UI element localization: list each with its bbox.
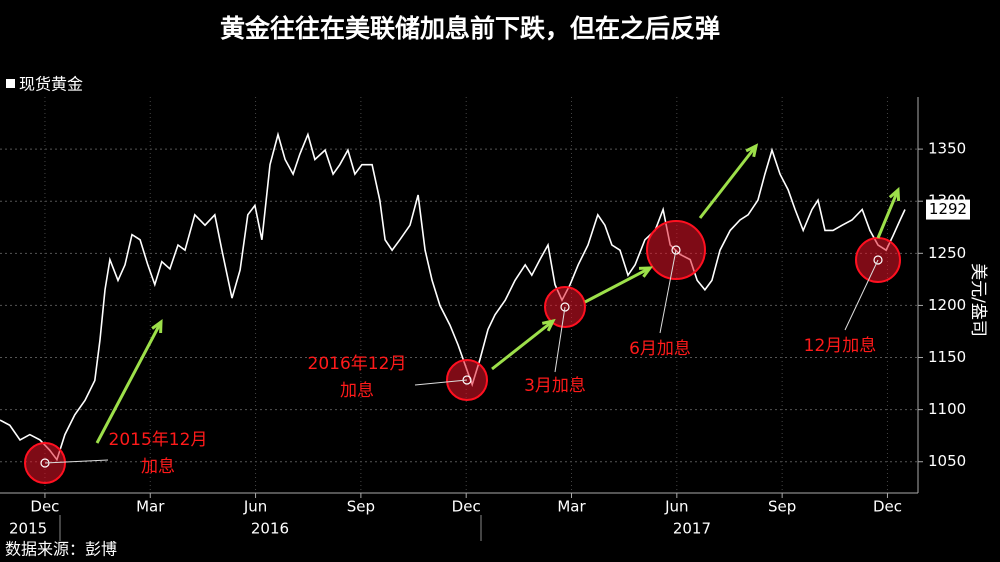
source: 数据来源：彭博 [5, 540, 117, 559]
annotation-text: 加息 [141, 457, 175, 477]
year-label: 2015 [9, 520, 47, 538]
y-axis-label: 美元/盎司 [968, 263, 988, 337]
x-tick-label: Dec [873, 498, 902, 516]
trend-arrow-head [151, 318, 163, 334]
y-tick-label: 1350 [928, 140, 966, 158]
x-tick-label: Mar [557, 498, 586, 516]
annotation-pointer [554, 306, 566, 373]
y-tick-label: 1200 [928, 296, 966, 314]
x-tick-label: Jun [243, 498, 267, 516]
trend-arrow [876, 189, 900, 239]
marker-dot [671, 245, 681, 255]
x-tick-label: Sep [347, 498, 375, 516]
year-label: 2016 [251, 520, 289, 538]
last-value-label: 1292 [929, 200, 967, 218]
trend-arrow-head [745, 143, 759, 158]
annotation-pointer [844, 259, 879, 331]
chart-title: 黄金往往在美联储加息前下跌，但在之后反弹 [220, 14, 720, 43]
annotation-text: 6月加息 [629, 339, 691, 359]
y-tick-label: 1100 [928, 400, 966, 418]
annotation-text: 2016年12月 [308, 354, 407, 374]
trend-arrow-head [888, 186, 901, 202]
trend-arrow [95, 321, 163, 444]
trend-arrow-head [541, 318, 556, 332]
trend-arrow-head [638, 266, 654, 278]
annotation-text: 2015年12月 [109, 430, 208, 450]
last-value-box [926, 199, 970, 220]
annotation-pointer [414, 379, 468, 386]
legend-label: 现货黄金 [19, 75, 83, 94]
y-tick-label: 1250 [928, 244, 966, 262]
x-tick-label: Jun [664, 498, 688, 516]
x-tick-label: Mar [136, 498, 165, 516]
x-tick-label: Dec [452, 498, 481, 516]
legend-swatch [6, 79, 15, 88]
x-tick-label: Dec [30, 498, 59, 516]
price-line [0, 131, 906, 462]
annotation-pointer [659, 249, 677, 334]
y-tick-label: 1050 [928, 452, 966, 470]
marker-dot [873, 255, 883, 265]
marker-dot [560, 302, 570, 312]
annotation-text: 加息 [340, 381, 374, 401]
x-tick-label: Sep [768, 498, 796, 516]
y-tick-label: 1150 [928, 348, 966, 366]
year-label: 2017 [673, 520, 711, 538]
trend-arrow [584, 266, 651, 304]
annotation-pointer [44, 459, 109, 464]
trend-arrow [491, 319, 554, 371]
trend-arrow [698, 145, 758, 219]
annotation-text: 12月加息 [804, 336, 877, 356]
annotation-text: 3月加息 [524, 376, 586, 396]
